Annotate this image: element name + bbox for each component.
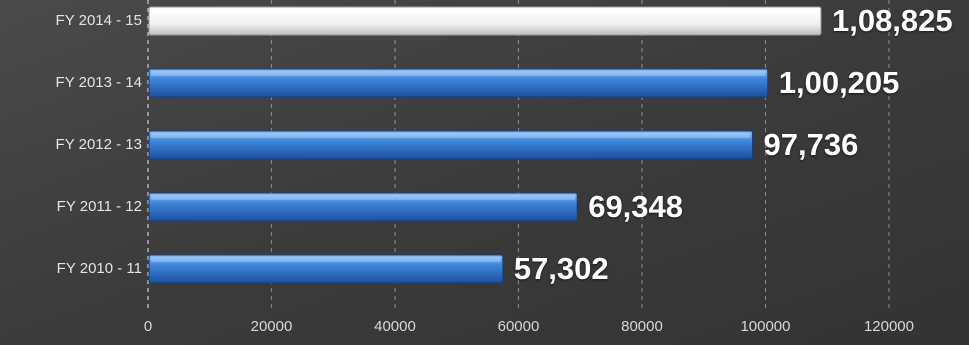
category-label: FY 2010 - 11	[56, 260, 142, 277]
x-tick-label: 40000	[374, 318, 416, 335]
category-label: FY 2014 - 15	[55, 12, 142, 29]
x-tick-label: 60000	[497, 318, 540, 335]
data-label: 97,736	[763, 127, 859, 162]
x-tick-label: 100000	[740, 318, 791, 335]
x-tick-label: 20000	[250, 318, 293, 335]
bar	[148, 130, 754, 160]
x-tick-label: 120000	[863, 318, 914, 335]
bar-gloss	[151, 195, 576, 200]
bar-gloss	[151, 71, 766, 76]
category-label: FY 2013 - 14	[55, 74, 142, 91]
category-label: FY 2012 - 13	[55, 136, 142, 153]
bar	[148, 68, 769, 98]
x-tick-label: 0	[143, 318, 153, 335]
category-label: FY 2011 - 12	[56, 198, 142, 215]
data-label: 57,302	[513, 251, 609, 286]
data-label: 1,00,205	[778, 65, 900, 100]
bar-gloss	[151, 257, 501, 262]
bar-gloss	[151, 133, 751, 138]
bar-gloss	[151, 9, 819, 14]
x-tick-label: 80000	[621, 318, 663, 335]
bar	[148, 192, 578, 222]
data-label: 69,348	[588, 189, 684, 224]
data-label: 1,08,825	[831, 3, 953, 38]
bar	[148, 254, 504, 284]
bars	[148, 6, 822, 284]
